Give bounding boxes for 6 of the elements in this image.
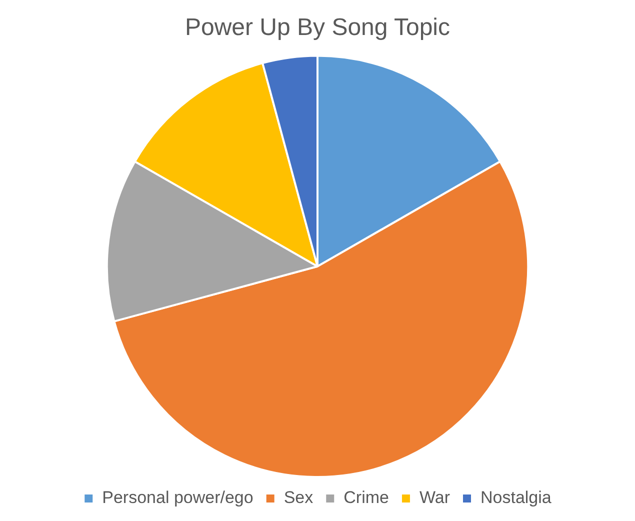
legend-label: Personal power/ego [102, 488, 254, 508]
chart-title: Power Up By Song Topic [184, 14, 450, 42]
legend-label: Crime [344, 488, 389, 508]
legend-label: War [419, 488, 450, 508]
legend-label: Nostalgia [480, 488, 552, 508]
legend-label: Sex [284, 488, 314, 508]
